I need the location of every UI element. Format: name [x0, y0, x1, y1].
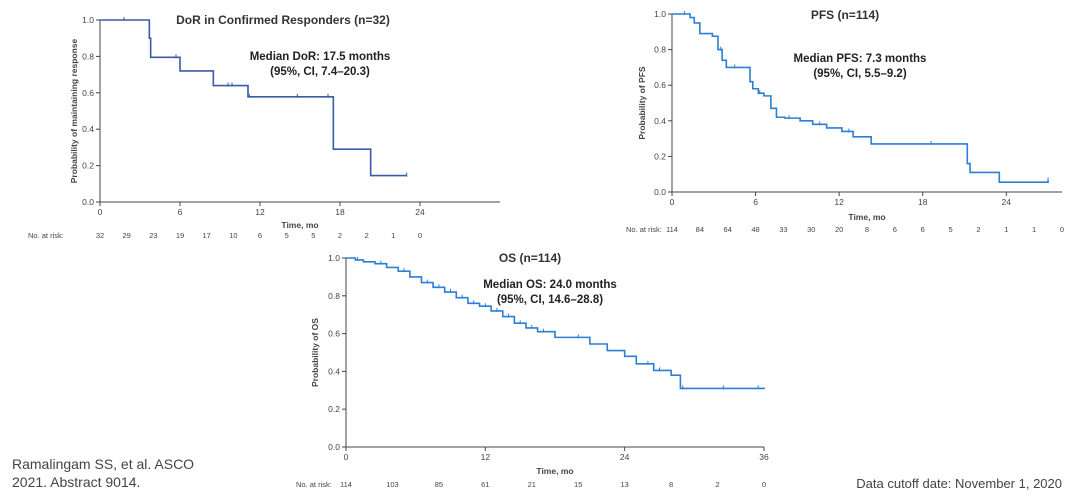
risk-count: 5 [948, 225, 952, 234]
x-axis-label: Time, mo [536, 466, 573, 476]
risk-count: 21 [528, 480, 536, 489]
x-tick-label: 18 [335, 207, 345, 217]
risk-count: 0 [418, 231, 422, 240]
x-tick-label: 0 [670, 197, 675, 207]
risk-count: 5 [311, 231, 315, 240]
y-tick-label: 0.8 [328, 291, 340, 301]
ci-annotation: (95%, CI, 7.4–20.3) [270, 66, 370, 78]
x-tick-label: 0 [98, 207, 103, 217]
survival-curve [346, 257, 765, 390]
ci-annotation: (95%, CI, 14.6–28.8) [497, 294, 603, 306]
risk-count: 15 [574, 480, 582, 489]
y-tick-label: 0.0 [328, 442, 340, 452]
risk-count: 1 [391, 231, 395, 240]
y-tick-label: 0.4 [82, 124, 94, 134]
risk-count: 85 [435, 480, 443, 489]
risk-count: 32 [96, 231, 104, 240]
risk-count: 2 [338, 231, 342, 240]
risk-count: 20 [835, 225, 843, 234]
risk-count: 10 [229, 231, 237, 240]
risk-count: 6 [893, 225, 897, 234]
x-tick-label: 36 [759, 452, 769, 462]
x-tick-label: 24 [620, 452, 630, 462]
y-tick-label: 1.0 [82, 15, 94, 25]
y-tick-label: 1.0 [654, 9, 666, 19]
ci-annotation: (95%, CI, 5.5–9.2) [813, 68, 906, 80]
x-tick-label: 18 [918, 197, 928, 207]
risk-count: 33 [779, 225, 787, 234]
risk-count: 0 [1060, 225, 1064, 234]
chart-title: OS (n=114) [499, 251, 561, 265]
citation: Ramalingam SS, et al. ASCO 2021. Abstrac… [12, 455, 242, 491]
y-axis-label: Probability of maintaining response [69, 38, 79, 183]
risk-count: 17 [202, 231, 210, 240]
x-tick-label: 6 [753, 197, 758, 207]
x-tick-label: 24 [415, 207, 425, 217]
risk-count: 48 [751, 225, 759, 234]
y-tick-label: 0.8 [654, 45, 666, 55]
y-axis-label: Probability of OS [310, 318, 320, 387]
y-tick-label: 0.4 [328, 366, 340, 376]
risk-count: 8 [865, 225, 869, 234]
x-tick-label: 0 [344, 452, 349, 462]
risk-count: 6 [258, 231, 262, 240]
y-tick-label: 0.6 [82, 88, 94, 98]
risk-count: 61 [481, 480, 489, 489]
y-tick-label: 0.6 [328, 329, 340, 339]
risk-count: 114 [666, 225, 678, 234]
risk-count: 13 [620, 480, 628, 489]
risk-count: 6 [921, 225, 925, 234]
chart-title: PFS (n=114) [811, 8, 879, 22]
x-tick-label: 12 [481, 452, 491, 462]
x-tick-label: 12 [255, 207, 265, 217]
risk-count: 29 [122, 231, 130, 240]
risk-count: 2 [715, 480, 719, 489]
y-tick-label: 0.2 [328, 404, 340, 414]
risk-table-label: No. at risk: [296, 480, 332, 489]
y-axis-label: Probability of PFS [637, 66, 647, 140]
risk-count: 23 [149, 231, 157, 240]
citation-line-1: Ramalingam SS, et al. ASCO [12, 456, 195, 472]
risk-table-label: No. at risk: [28, 231, 64, 240]
y-tick-label: 0.2 [82, 161, 94, 171]
data-cutoff-note: Data cutoff date: November 1, 2020 [856, 476, 1062, 491]
x-tick-label: 6 [178, 207, 183, 217]
risk-count: 5 [285, 231, 289, 240]
y-tick-label: 0.6 [654, 80, 666, 90]
y-tick-label: 0.0 [654, 187, 666, 197]
risk-count: 30 [807, 225, 815, 234]
chart-title: DoR in Confirmed Responders (n=32) [176, 13, 390, 27]
risk-count: 1 [1032, 225, 1036, 234]
risk-count: 103 [386, 480, 399, 489]
risk-count: 0 [762, 480, 766, 489]
survival-curve [672, 13, 1049, 184]
x-tick-label: 12 [834, 197, 844, 207]
risk-count: 2 [976, 225, 980, 234]
y-tick-label: 0.0 [82, 197, 94, 207]
median-annotation: Median OS: 24.0 months [483, 279, 617, 291]
y-tick-label: 1.0 [328, 253, 340, 263]
y-tick-label: 0.4 [654, 116, 666, 126]
os-chart: 0.0 0.2 0.4 0.6 0.8 1.0 0 12 24 36 Time, mo Probabi… [296, 251, 769, 489]
risk-count: 114 [340, 480, 352, 489]
x-axis-label: Time, mo [848, 212, 885, 222]
risk-count: 19 [176, 231, 184, 240]
y-tick-label: 0.8 [82, 51, 94, 61]
median-annotation: Median DoR: 17.5 months [250, 51, 391, 63]
survival-curve [100, 19, 407, 177]
citation-line-2: 2021. Abstract 9014. [12, 474, 141, 490]
x-tick-label: 24 [1002, 197, 1012, 207]
x-axis-label: Time, mo [281, 220, 318, 230]
risk-count: 2 [365, 231, 369, 240]
risk-count: 84 [696, 225, 704, 234]
median-annotation: Median PFS: 7.3 months [794, 53, 927, 65]
risk-count: 8 [669, 480, 673, 489]
risk-count: 1 [1004, 225, 1008, 234]
risk-table-label: No. at risk: [626, 225, 662, 234]
y-tick-label: 0.2 [654, 151, 666, 161]
risk-count: 64 [724, 225, 732, 234]
